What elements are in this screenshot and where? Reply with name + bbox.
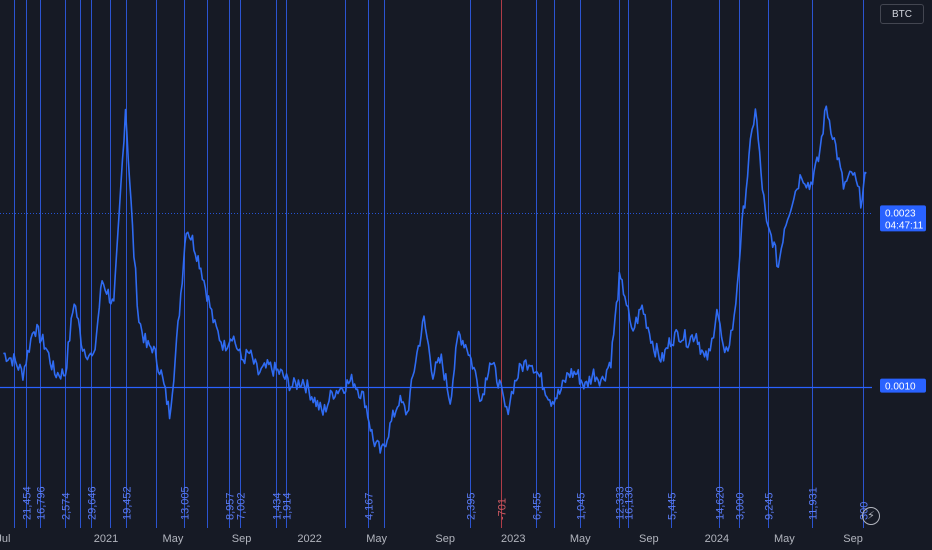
x-tick-label-0: Jul bbox=[0, 533, 10, 545]
price-tag-value-0: 0.0010 bbox=[885, 382, 916, 393]
vertical-marker-label-26: 14,620 bbox=[715, 486, 727, 520]
vertical-marker-label-3: 2,574 bbox=[61, 492, 73, 520]
vertical-marker-label-20: 6,455 bbox=[532, 492, 544, 520]
price-tag-countdown-1: 04:47:11 bbox=[885, 220, 924, 231]
vertical-markers bbox=[14, 0, 864, 528]
price-tag-1 bbox=[880, 205, 926, 232]
vertical-marker-label-19: -701 bbox=[497, 498, 509, 520]
vertical-marker-label-11: 8,957 bbox=[225, 492, 237, 520]
vertical-marker-label-7: 19,452 bbox=[122, 486, 134, 520]
vertical-marker-label-16: 4,167 bbox=[364, 492, 376, 520]
x-tick-label-2: May bbox=[163, 533, 184, 545]
x-tick-label-7: 2023 bbox=[501, 533, 525, 545]
vertical-marker-label-27: 3,000 bbox=[735, 492, 747, 520]
price-tag-value-1: 0.0023 bbox=[885, 208, 916, 219]
x-tick-label-10: 2024 bbox=[705, 533, 729, 545]
x-tick-label-12: Sep bbox=[843, 533, 863, 545]
x-tick-label-6: Sep bbox=[435, 533, 455, 545]
vertical-marker-label-14: 1,914 bbox=[282, 492, 294, 520]
vertical-marker-label-9: 13,005 bbox=[180, 486, 192, 520]
horizontal-levels bbox=[0, 213, 872, 389]
vertical-marker-label-28: 9,245 bbox=[764, 492, 776, 520]
vertical-marker-label-2: 16,796 bbox=[36, 486, 48, 520]
vertical-marker-label-22: 1,045 bbox=[576, 492, 588, 520]
vertical-marker-label-1: 21,454 bbox=[22, 486, 34, 520]
vertical-marker-label-23: 12,333 bbox=[615, 486, 627, 520]
x-axis: Jul 2021 May Sep 2022 May Sep 2023 May Sep 2024 May… bbox=[0, 533, 863, 545]
x-tick-label-1: 2021 bbox=[94, 533, 118, 545]
symbol-button[interactable]: BTC bbox=[880, 4, 924, 24]
x-tick-label-5: May bbox=[366, 533, 387, 545]
vertical-marker-label-25: 5,445 bbox=[667, 492, 679, 520]
series-line-0 bbox=[3, 105, 867, 454]
price-tag-0 bbox=[880, 378, 926, 393]
vertical-marker-label-29: 11,931 bbox=[808, 487, 820, 520]
x-tick-label-8: May bbox=[570, 533, 591, 545]
vertical-marker-label-12: 7,002 bbox=[236, 492, 248, 520]
lightning-icon[interactable]: ⚡ bbox=[862, 507, 880, 525]
vertical-marker-label-24: 16,130 bbox=[624, 486, 636, 520]
x-tick-label-4: 2022 bbox=[297, 533, 321, 545]
vertical-marker-label-13: 1,434 bbox=[272, 492, 284, 520]
vertical-marker-label-5: 29,646 bbox=[87, 486, 99, 520]
vertical-marker-label-18: 2,395 bbox=[466, 492, 478, 520]
x-tick-label-11: May bbox=[774, 533, 795, 545]
x-tick-label-3: Sep bbox=[232, 533, 252, 545]
price-series bbox=[3, 105, 867, 454]
x-tick-label-9: Sep bbox=[639, 533, 659, 545]
